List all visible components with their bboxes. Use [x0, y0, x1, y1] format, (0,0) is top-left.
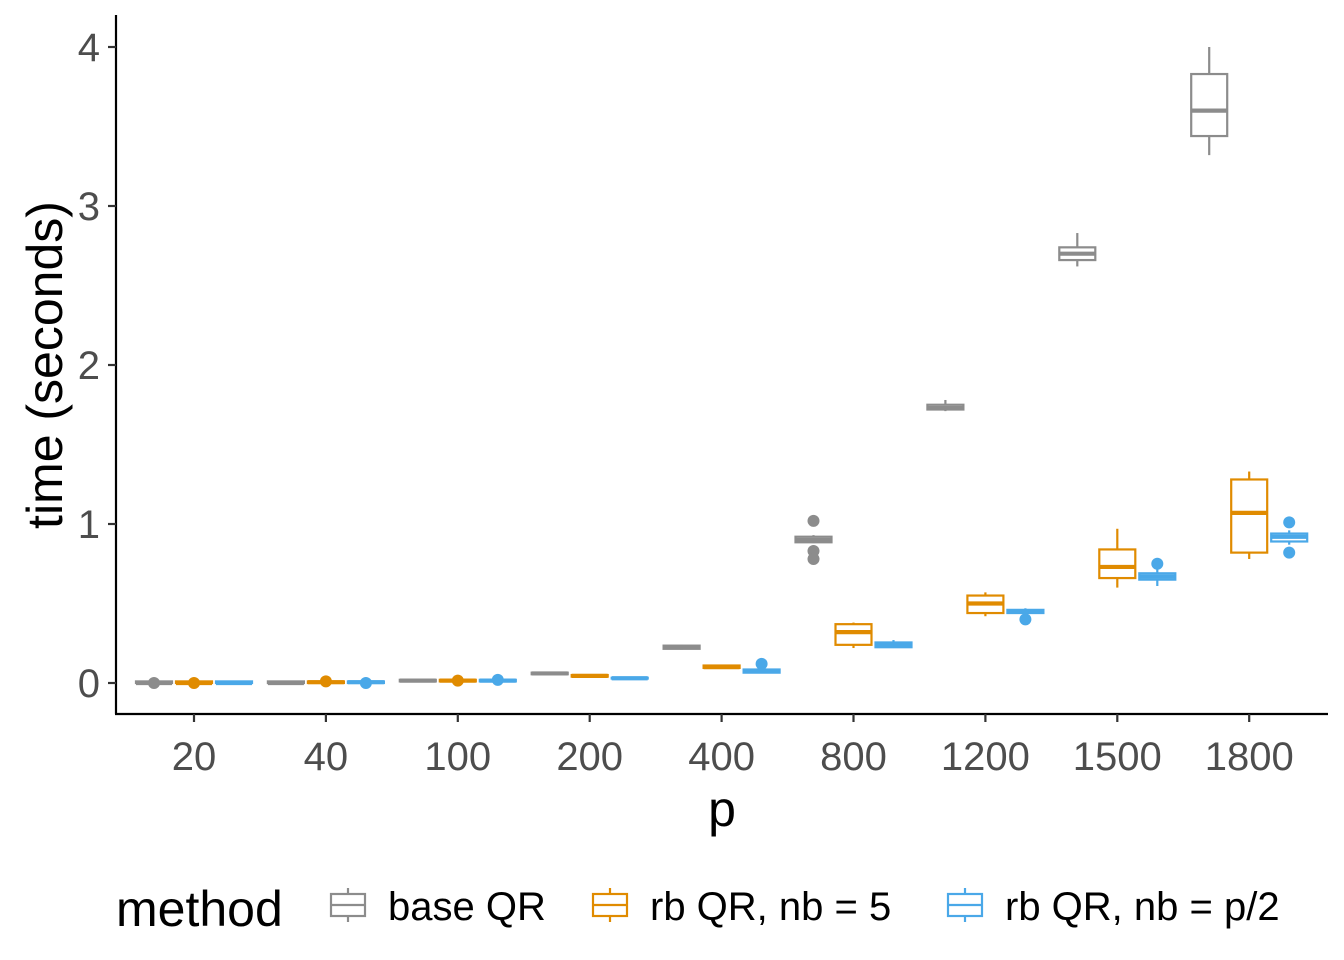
outlier-point [451, 674, 464, 687]
y-tick-label: 4 [78, 26, 100, 70]
box-rb-qr-nb-p-2-40 [346, 677, 385, 689]
x-tick-label: 1800 [1205, 735, 1294, 779]
box-base-qr-100 [398, 678, 437, 683]
box-base-qr-20 [134, 677, 174, 689]
legend-key [946, 888, 984, 922]
outlier-point [807, 552, 820, 565]
box-rb-qr-nb-p-2-1800 [1270, 516, 1309, 559]
y-tick-label: 0 [78, 662, 100, 706]
x-tick-label: 800 [820, 735, 887, 779]
legend-label: rb QR, nb = p/2 [1005, 885, 1280, 929]
outlier-point [1151, 557, 1164, 570]
box-base-qr-200 [530, 671, 569, 676]
box-body [1190, 72, 1229, 138]
y-ticks: 0 1 2 3 4 [78, 26, 116, 706]
box-rb-qr-nb-p-2-100 [478, 673, 517, 686]
outlier-point [1283, 546, 1296, 559]
outlier-point [807, 514, 820, 527]
x-tick-label: 100 [424, 735, 491, 779]
outlier-point [148, 677, 160, 689]
y-tick-label: 3 [78, 185, 100, 229]
x-tick-label: 20 [172, 735, 217, 779]
box-rb-qr-nb-5-20 [174, 677, 214, 689]
box-base-qr-1800 [1190, 47, 1229, 156]
box-base-qr-800 [794, 514, 833, 565]
box-base-qr-1500 [1058, 233, 1097, 267]
box-rb-qr-nb-p-2-400 [742, 657, 781, 674]
box-rb-qr-nb-5-100 [438, 674, 477, 687]
box-rb-qr-nb-p-2-1500 [1138, 557, 1177, 587]
outlier-point [319, 675, 332, 688]
box-rb-qr-nb-5-1800 [1230, 471, 1269, 559]
legend-label: rb QR, nb = 5 [650, 885, 891, 929]
box-base-qr-1200 [926, 399, 965, 412]
legend-title: method [116, 881, 283, 937]
legend-key [329, 888, 367, 922]
outlier-point [1019, 613, 1032, 626]
outlier-point [491, 673, 504, 686]
boxplot-layer [134, 47, 1309, 689]
box-rb-qr-nb-5-1200 [966, 592, 1005, 617]
outlier-point [755, 657, 768, 670]
x-tick-label: 400 [688, 735, 755, 779]
y-tick-label: 2 [78, 344, 100, 388]
box-base-qr-40 [266, 680, 305, 686]
outlier-point [1283, 516, 1296, 529]
box-body [1098, 548, 1137, 580]
legend: method base QR rb QR, nb = 5 rb QR, nb = p… [116, 881, 1280, 937]
box-rb-qr-nb-5-200 [570, 673, 609, 678]
box-rb-qr-nb-5-800 [834, 622, 873, 649]
legend-label: base QR [388, 885, 546, 929]
box-body [1230, 478, 1269, 554]
box-rb-qr-nb-5-1500 [1098, 528, 1137, 588]
outlier-point [188, 677, 200, 689]
y-tick-label: 1 [78, 503, 100, 547]
box-body [834, 623, 873, 646]
x-tick-label: 1500 [1073, 735, 1162, 779]
x-tick-label: 200 [556, 735, 623, 779]
x-tick-label: 40 [304, 735, 349, 779]
x-axis-title: p [708, 781, 736, 837]
legend-key [591, 888, 629, 922]
box-rb-qr-nb-p-2-1200 [1006, 608, 1045, 626]
box-base-qr-400 [662, 644, 701, 650]
outlier-point [359, 677, 372, 689]
box-rb-qr-nb-p-2-800 [874, 640, 913, 649]
box-rb-qr-nb-5-40 [306, 675, 345, 688]
box-rb-qr-nb-5-400 [702, 664, 741, 670]
box-rb-qr-nb-p-2-200 [610, 676, 649, 681]
x-tick-label: 1200 [941, 735, 1030, 779]
box-rb-qr-nb-p-2-20 [214, 680, 254, 686]
axes [114, 15, 1328, 716]
y-axis-title: time (seconds) [17, 201, 73, 529]
x-ticks: 20 40 100 200 400 800 1200 1500 1800 [172, 714, 1294, 779]
